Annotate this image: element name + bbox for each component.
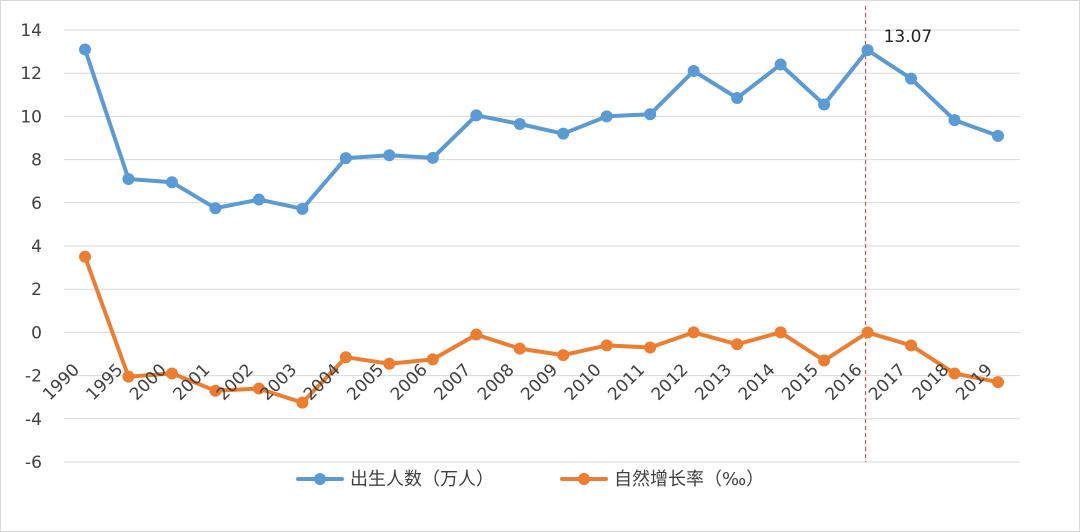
gridlines	[64, 29, 1020, 463]
data-point-series-2-2007	[470, 328, 483, 341]
data-point-series-1-2005	[383, 149, 396, 162]
data-point-series-1-2011	[644, 108, 657, 121]
y-tick-label--2: -2	[25, 367, 42, 387]
y-tick-label--4: -4	[25, 410, 42, 430]
legend-swatch-marker-1	[314, 473, 326, 485]
data-point-series-2-2016	[861, 326, 874, 339]
data-point-series-2-1995	[122, 370, 135, 383]
data-point-series-2-2017	[905, 339, 918, 352]
y-tick-label-2: 2	[31, 280, 42, 300]
data-point-series-1-2008	[513, 117, 526, 130]
data-point-series-1-2002	[252, 193, 265, 206]
data-point-series-2-2019	[992, 376, 1004, 389]
data-point-series-1-2014	[774, 58, 787, 71]
legend: 出生人数（万人） 自然增长率（‰）	[296, 469, 764, 490]
x-tick-label-2002: 2002	[213, 360, 258, 405]
x-axis-tick-labels: 1990199520002001200220032004200520062007…	[39, 360, 997, 405]
data-point-series-2-2011	[644, 341, 657, 354]
data-point-series-1-2019	[992, 129, 1004, 142]
data-point-series-1-2001	[209, 202, 222, 215]
y-tick-label-12: 12	[20, 64, 42, 84]
y-tick-label--6: -6	[25, 453, 42, 473]
legend-swatch-marker-2	[578, 473, 590, 485]
x-tick-label-2007: 2007	[430, 360, 475, 405]
data-point-series-1-1995	[122, 173, 135, 186]
x-tick-label-2016: 2016	[822, 360, 867, 405]
data-point-series-2-2018	[948, 367, 961, 380]
y-tick-label-14: 14	[20, 21, 42, 41]
series-group	[79, 43, 1004, 409]
data-point-series-1-2013	[731, 92, 744, 105]
x-tick-label-2001: 2001	[170, 360, 215, 405]
x-tick-label-2012: 2012	[648, 360, 693, 405]
annotation-label-13-07: 13.07	[884, 27, 933, 47]
y-axis-tick-labels: 14 12 10 8 6 4 2 0 -2 -4 -6	[20, 21, 42, 473]
x-tick-label-2005: 2005	[343, 360, 388, 405]
x-tick-label-2009: 2009	[517, 360, 562, 405]
data-point-series-2-2014	[774, 326, 787, 339]
x-tick-label-2000: 2000	[126, 360, 171, 405]
data-point-series-1-2003	[296, 202, 309, 215]
y-tick-label-10: 10	[20, 107, 42, 127]
x-tick-label-2011: 2011	[604, 360, 649, 405]
data-point-series-2-2005	[383, 357, 396, 370]
data-point-series-2-2006	[426, 353, 439, 366]
data-point-series-2-2012	[687, 326, 700, 339]
x-tick-label-1990: 1990	[39, 360, 84, 405]
data-point-series-1-2015	[818, 98, 831, 111]
legend-label-1: 出生人数（万人）	[350, 469, 494, 490]
data-point-series-1-2006	[426, 151, 439, 164]
y-tick-label-8: 8	[31, 151, 42, 171]
x-tick-label-2015: 2015	[778, 360, 823, 405]
data-point-series-2-2010	[600, 339, 613, 352]
data-point-series-1-2016	[861, 44, 874, 57]
annotation-group: 13.07	[884, 27, 933, 47]
x-tick-label-2017: 2017	[865, 360, 910, 405]
data-point-series-1-2000	[165, 176, 178, 189]
x-tick-label-1995: 1995	[83, 360, 128, 405]
data-point-series-2-2002	[252, 382, 265, 395]
y-tick-label-0: 0	[31, 323, 42, 343]
x-tick-label-2008: 2008	[474, 360, 519, 405]
data-point-series-2-2015	[818, 354, 831, 367]
data-point-series-1-2007	[470, 109, 483, 122]
data-point-series-1-2009	[557, 127, 570, 140]
x-tick-label-2014: 2014	[735, 360, 780, 405]
x-tick-label-2013: 2013	[691, 360, 736, 405]
data-point-series-1-2018	[948, 114, 961, 127]
data-point-series-2-2003	[296, 396, 309, 409]
y-tick-label-4: 4	[31, 237, 42, 257]
data-point-series-1-2010	[600, 110, 613, 123]
series-line-1	[83, 47, 1000, 211]
data-point-series-1-1990	[79, 43, 91, 56]
data-point-series-2-2008	[513, 342, 526, 355]
data-point-series-1-2017	[905, 72, 918, 85]
data-point-series-2-2009	[557, 349, 570, 362]
data-point-series-2-2013	[731, 338, 744, 351]
y-tick-label-6: 6	[31, 194, 42, 214]
data-point-series-2-2001	[209, 384, 222, 397]
series-line-2	[83, 254, 1000, 405]
legend-label-2: 自然增长率（‰）	[614, 469, 764, 490]
data-point-series-1-2012	[687, 65, 700, 78]
data-point-series-2-1990	[79, 250, 91, 263]
x-tick-label-2010: 2010	[561, 360, 606, 405]
data-point-series-2-2004	[339, 351, 352, 364]
data-point-series-1-2004	[339, 152, 352, 165]
data-point-series-2-2000	[165, 367, 178, 380]
